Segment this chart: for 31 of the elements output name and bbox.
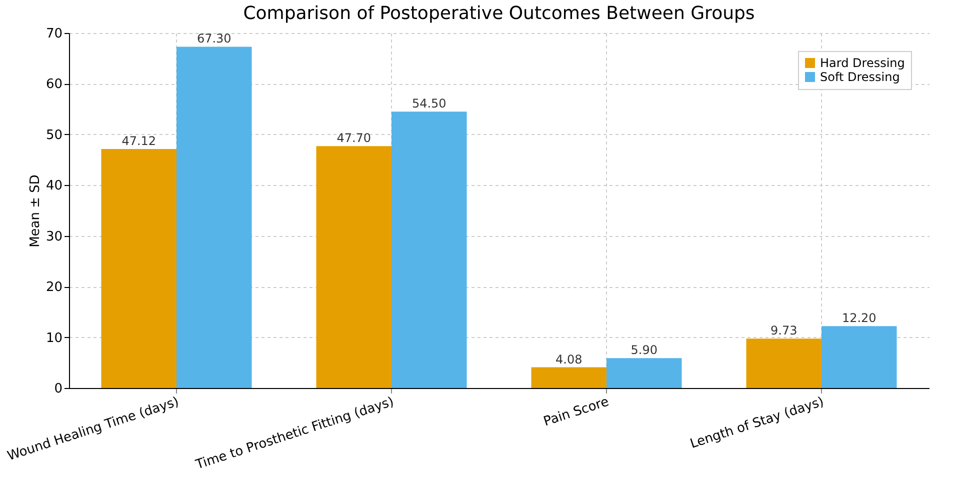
x-tick-label: Wound Healing Time (days) [6,394,181,464]
bar [101,149,176,388]
data-label: 9.73 [770,324,798,338]
bar [176,46,252,388]
data-label: 4.08 [556,352,582,366]
bar [316,146,392,388]
bar [822,326,897,388]
legend-label: Hard Dressing [820,56,905,70]
bar [746,338,822,388]
chart-title: Comparison of Postoperative Outcomes Between Groups [243,3,755,24]
x-tick-label: Pain Score [542,394,611,430]
y-tick-label: 70 [46,26,62,42]
bar [531,367,606,388]
bar [392,112,467,388]
y-tick-label: 20 [46,280,62,296]
x-tick-label: Length of Stay (days) [688,394,826,452]
y-tick-label: 0 [54,382,62,396]
y-tick-label: 40 [46,178,62,194]
data-label: 5.90 [630,343,658,358]
data-label: 67.30 [196,32,232,46]
y-tick-label: 50 [46,128,62,143]
data-label: 54.50 [412,96,446,111]
data-label: 47.70 [336,131,372,146]
y-tick-label: 30 [46,229,62,244]
data-label: 12.20 [842,311,876,326]
bar [606,358,682,388]
data-label: 47.12 [122,134,156,148]
y-tick-label: 60 [46,77,62,92]
y-tick-label: 10 [46,330,62,346]
legend-label: Soft Dressing [820,70,900,84]
y-axis-title: Mean ± SD [28,174,43,248]
